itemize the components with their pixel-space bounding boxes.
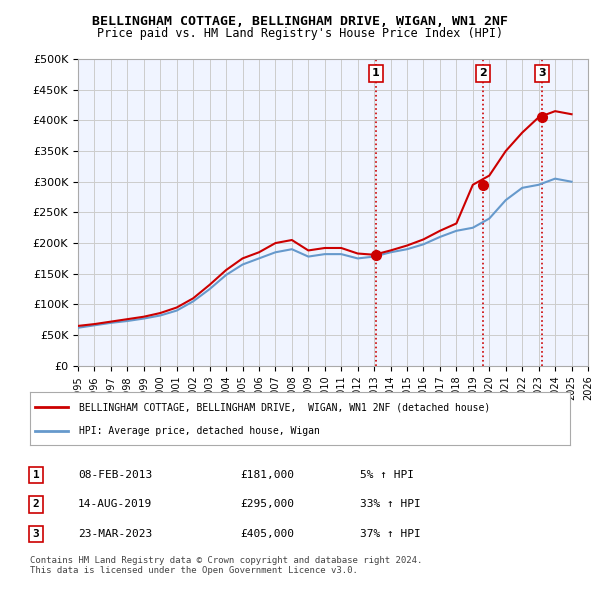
Text: 3: 3 [32,529,40,539]
Text: 33% ↑ HPI: 33% ↑ HPI [360,500,421,509]
Text: BELLINGHAM COTTAGE, BELLINGHAM DRIVE, WIGAN, WN1 2NF: BELLINGHAM COTTAGE, BELLINGHAM DRIVE, WI… [92,15,508,28]
Text: 1: 1 [32,470,40,480]
Text: 2: 2 [479,68,487,78]
Text: 3: 3 [538,68,546,78]
Text: Contains HM Land Registry data © Crown copyright and database right 2024.
This d: Contains HM Land Registry data © Crown c… [30,556,422,575]
Text: 5% ↑ HPI: 5% ↑ HPI [360,470,414,480]
Text: £405,000: £405,000 [240,529,294,539]
Text: £181,000: £181,000 [240,470,294,480]
Text: 37% ↑ HPI: 37% ↑ HPI [360,529,421,539]
Text: 2: 2 [32,500,40,509]
Text: 23-MAR-2023: 23-MAR-2023 [78,529,152,539]
Text: HPI: Average price, detached house, Wigan: HPI: Average price, detached house, Wiga… [79,425,319,435]
Text: BELLINGHAM COTTAGE, BELLINGHAM DRIVE,  WIGAN, WN1 2NF (detached house): BELLINGHAM COTTAGE, BELLINGHAM DRIVE, WI… [79,402,490,412]
Text: 1: 1 [372,68,380,78]
Text: 14-AUG-2019: 14-AUG-2019 [78,500,152,509]
Text: 08-FEB-2013: 08-FEB-2013 [78,470,152,480]
Text: Price paid vs. HM Land Registry's House Price Index (HPI): Price paid vs. HM Land Registry's House … [97,27,503,40]
Text: £295,000: £295,000 [240,500,294,509]
